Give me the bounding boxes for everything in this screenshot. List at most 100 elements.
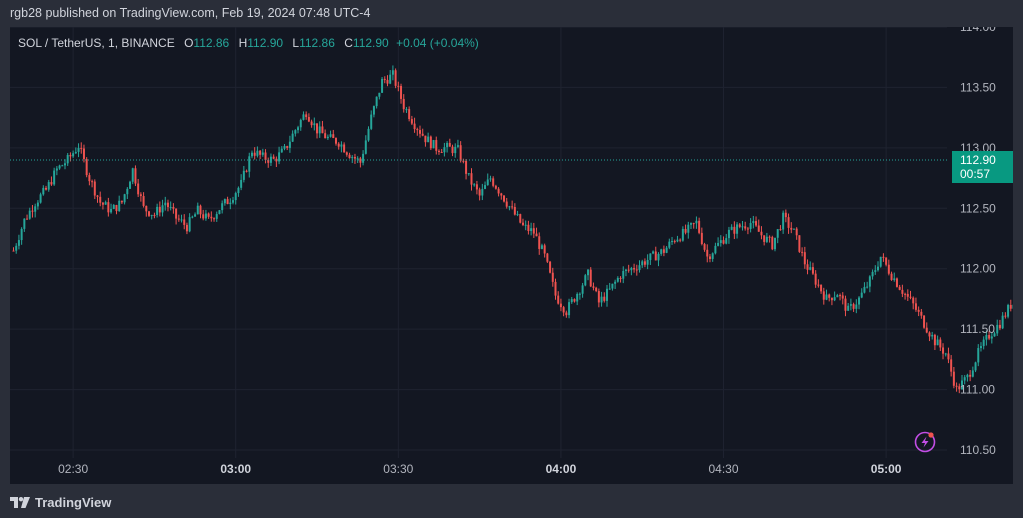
candle	[213, 217, 216, 222]
candle-body	[278, 152, 281, 162]
candle-body	[427, 136, 430, 143]
candle-body	[470, 173, 473, 185]
candle	[887, 259, 890, 276]
candle	[96, 194, 99, 203]
candle	[370, 110, 373, 131]
candle-body	[194, 214, 197, 217]
candle-body	[421, 133, 424, 136]
candle-body	[66, 154, 69, 164]
chart-area[interactable]: 114.00 113.50 113.00 112.50 112.00 111.50 111.…	[10, 27, 1013, 484]
candle	[245, 169, 248, 173]
candle-body	[55, 168, 58, 171]
candle	[337, 142, 340, 150]
candle	[286, 145, 289, 151]
candle-body	[465, 160, 468, 174]
candle	[597, 288, 600, 308]
candle	[204, 209, 207, 221]
candle-body	[820, 284, 823, 292]
candle-body	[1009, 304, 1012, 309]
candle-body	[982, 339, 985, 347]
symbol-label: SOL / TetherUS, 1, BINANCE	[18, 36, 175, 50]
candle-body	[378, 92, 381, 97]
candle-body	[779, 229, 782, 231]
candle	[421, 128, 424, 137]
candle-body	[467, 173, 470, 175]
candle	[34, 203, 37, 218]
candle	[272, 154, 275, 160]
candle-body	[546, 253, 549, 262]
candle	[947, 347, 950, 364]
candle-body	[120, 200, 123, 203]
footer-brand[interactable]: TradingView	[10, 493, 111, 511]
candle-body	[123, 194, 126, 203]
candle-body	[806, 264, 809, 270]
candle-body	[180, 219, 183, 221]
candle-body	[383, 78, 386, 80]
candle-body	[326, 136, 329, 139]
candle-body	[559, 303, 562, 308]
candle-body	[782, 212, 785, 230]
candle-body	[600, 296, 603, 303]
y-axis[interactable]: 114.00113.50113.00112.50112.00111.50111.…	[960, 27, 996, 457]
candle	[489, 175, 492, 182]
candle-body	[597, 291, 600, 303]
candle-body	[250, 152, 253, 157]
candle	[1001, 312, 1004, 330]
candlestick-chart[interactable]: 114.00113.50113.00112.50112.00111.50111.…	[10, 27, 1013, 484]
candle	[993, 331, 996, 337]
candle	[326, 134, 329, 140]
y-tick-label: 112.50	[960, 201, 996, 215]
x-axis[interactable]: 02:3003:0003:3004:0004:3005:0005:3006:00…	[58, 462, 1013, 476]
candle-body	[318, 126, 321, 134]
candle-body	[801, 251, 804, 253]
lightning-icon[interactable]	[914, 431, 936, 453]
candle	[291, 130, 294, 142]
candle-body	[711, 253, 714, 259]
candle-body	[397, 85, 400, 87]
candle-body	[993, 333, 996, 337]
candle-body	[419, 130, 421, 134]
candle	[814, 270, 817, 288]
candle-body	[616, 277, 619, 282]
candle	[551, 267, 554, 287]
candle	[627, 264, 630, 273]
x-tick-label: 03:30	[383, 462, 413, 476]
candle	[118, 195, 121, 212]
candle	[641, 259, 644, 268]
candle-body	[297, 127, 300, 131]
candle-body	[223, 199, 226, 204]
candle	[47, 179, 50, 192]
candle-body	[792, 228, 795, 230]
candle-body	[183, 219, 186, 225]
candle	[787, 213, 790, 234]
candle	[568, 298, 571, 319]
candle-body	[979, 346, 982, 349]
candle-body	[660, 249, 663, 254]
candle-body	[798, 235, 801, 252]
candle	[20, 227, 23, 245]
candle-body	[581, 285, 584, 294]
candle-body	[977, 348, 980, 363]
candle-body	[353, 156, 356, 159]
candle-body	[435, 140, 438, 151]
candle-body	[202, 214, 205, 219]
candle	[310, 119, 313, 128]
candle-body	[568, 302, 571, 316]
candle	[378, 92, 381, 100]
candle	[107, 197, 110, 217]
candle	[646, 254, 649, 270]
candle-body	[345, 152, 348, 155]
candle	[863, 282, 866, 294]
candle	[137, 178, 140, 198]
y-tick-label: 113.50	[960, 80, 996, 94]
candle-body	[719, 240, 722, 243]
candle	[424, 135, 427, 147]
candle-body	[708, 256, 711, 259]
candle	[237, 186, 240, 197]
candle-body	[218, 210, 221, 215]
candle-body	[757, 225, 760, 232]
candle-body	[169, 206, 172, 208]
candle	[294, 129, 297, 137]
candle	[28, 207, 31, 220]
candle	[240, 174, 243, 191]
